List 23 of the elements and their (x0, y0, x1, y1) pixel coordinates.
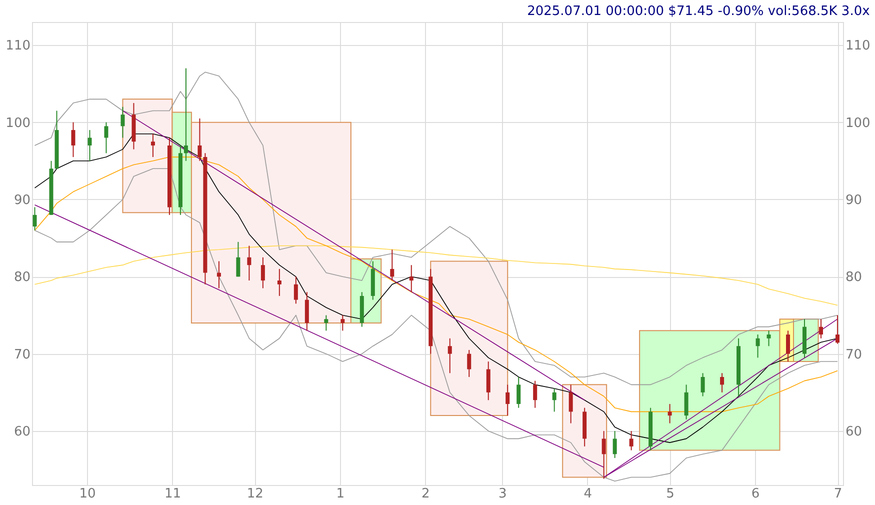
y2-tick-label: 90 (846, 192, 862, 208)
x-tick-label: 4 (584, 486, 592, 502)
x-tick-label: 7 (834, 486, 842, 502)
x-tick-label: 2 (421, 486, 430, 502)
y-tick-label: 90 (14, 192, 30, 208)
y2-tick-label: 110 (846, 38, 870, 54)
y-tick-label: 100 (6, 116, 30, 131)
y2-tick-label: 100 (846, 116, 870, 131)
x-tick-label: 11 (164, 486, 181, 502)
x-tick-label: 6 (751, 486, 760, 502)
chart-title: 2025.07.01 00:00:00 $71.45 -0.90% vol:568.5K 3.0x (527, 4, 870, 19)
x-tick-label: 5 (666, 486, 674, 502)
y2-tick-label: 70 (846, 347, 862, 362)
x-tick-label: 3 (498, 486, 507, 502)
y-tick-label: 80 (14, 270, 30, 286)
x-tick-label: 12 (246, 486, 264, 502)
x-tick-label: 1 (336, 486, 345, 502)
x-tick-label: 10 (79, 486, 96, 502)
y2-tick-label: 80 (846, 270, 862, 286)
y2-tick-label: 60 (846, 424, 862, 440)
y-tick-label: 70 (14, 347, 30, 362)
y-tick-label: 60 (14, 424, 30, 440)
y-tick-label: 110 (6, 38, 30, 54)
